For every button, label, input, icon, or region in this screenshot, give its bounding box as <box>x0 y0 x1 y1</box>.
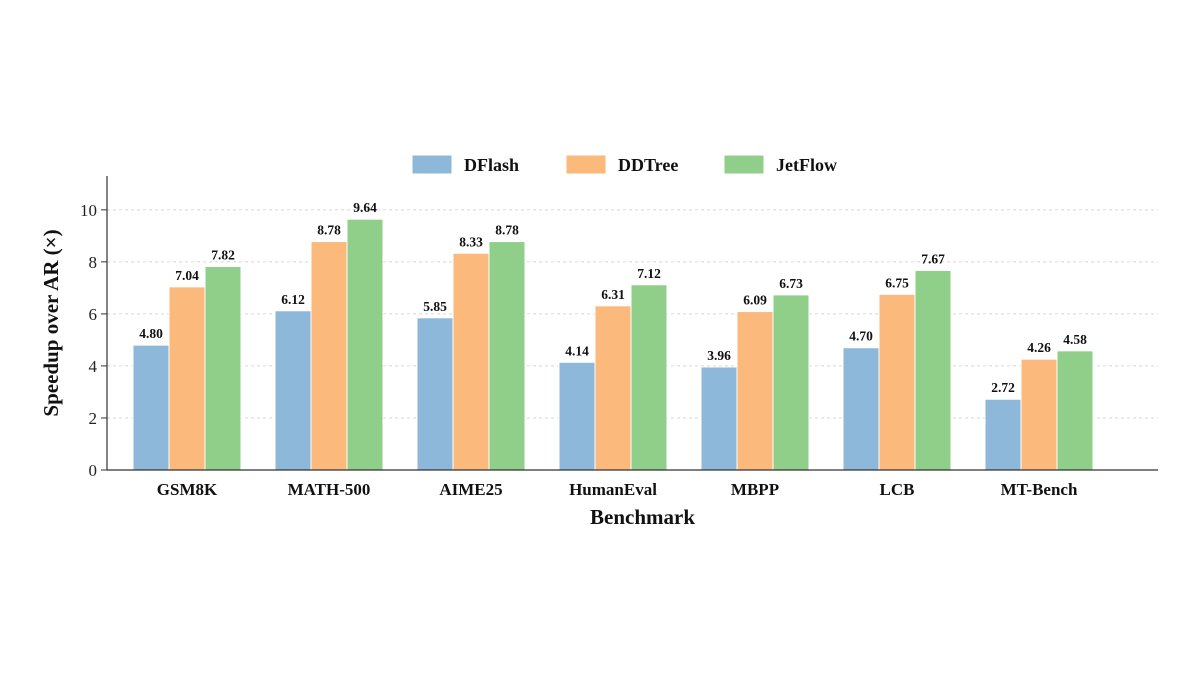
data-label: 4.26 <box>1027 340 1051 355</box>
y-tick-label: 2 <box>89 409 98 428</box>
data-label: 6.12 <box>281 292 305 307</box>
data-label: 4.80 <box>139 326 163 341</box>
data-label: 9.64 <box>353 200 377 215</box>
data-label: 6.31 <box>601 287 625 302</box>
data-label: 7.67 <box>921 251 945 266</box>
data-label: 7.04 <box>175 268 199 283</box>
y-tick-label: 6 <box>89 305 98 324</box>
bar-ddtree <box>168 286 206 471</box>
data-label: 8.33 <box>459 234 483 249</box>
legend-swatch-dflash <box>411 154 453 175</box>
data-label: 6.09 <box>743 293 767 308</box>
data-label: 4.14 <box>565 343 589 358</box>
legend-label-jetflow: JetFlow <box>776 155 837 175</box>
bar-dflash <box>132 344 170 471</box>
bar-dflash <box>984 398 1022 471</box>
data-labels: 4.80 7.04 7.82 6.12 8.78 9.64 5.85 8.33 8.78 4.14… <box>139 200 1087 395</box>
x-tick-label: AIME25 <box>439 480 502 499</box>
bar-jetflow <box>346 218 384 471</box>
bar-dflash <box>700 366 738 471</box>
bar-ddtree <box>736 311 774 471</box>
bar-dflash <box>416 317 454 471</box>
x-tick-label: MBPP <box>731 480 779 499</box>
data-label: 7.82 <box>211 248 235 263</box>
bar-dflash <box>274 310 312 471</box>
legend: DFlash DDTree JetFlow <box>411 154 837 175</box>
data-label: 4.70 <box>849 329 873 344</box>
y-axis-title: Speedup over AR (×) <box>39 229 63 416</box>
data-label: 6.75 <box>885 275 909 290</box>
data-label: 5.85 <box>423 299 447 314</box>
x-tick-label: HumanEval <box>569 480 657 499</box>
data-label: 7.12 <box>637 266 661 281</box>
bar-jetflow <box>1056 350 1094 471</box>
x-tick-label: MT-Bench <box>1001 480 1078 499</box>
bar-jetflow <box>772 294 810 471</box>
legend-swatch-ddtree <box>565 154 607 175</box>
x-axis-title: Benchmark <box>590 505 695 529</box>
bar-ddtree <box>310 241 348 471</box>
y-tick-label: 0 <box>89 461 98 480</box>
data-label: 3.96 <box>707 348 731 363</box>
data-label: 8.78 <box>317 223 341 238</box>
bar-ddtree <box>878 293 916 471</box>
bar-ddtree <box>594 305 632 471</box>
bar-jetflow <box>914 269 952 471</box>
x-tick-label: GSM8K <box>157 480 218 499</box>
bar-jetflow <box>630 284 668 471</box>
data-label: 8.78 <box>495 223 519 238</box>
x-tick-label: MATH-500 <box>288 480 371 499</box>
bar-ddtree <box>1020 358 1058 471</box>
y-tick-label: 4 <box>89 357 98 376</box>
bars <box>132 218 1094 471</box>
data-label: 4.58 <box>1063 332 1087 347</box>
bar-jetflow <box>488 241 526 471</box>
bar-dflash <box>842 347 880 471</box>
legend-label-ddtree: DDTree <box>618 155 678 175</box>
bar-dflash <box>558 361 596 471</box>
bar-ddtree <box>452 252 490 471</box>
x-tick-label: LCB <box>880 480 915 499</box>
axes: 0 2 4 6 8 10 GSM8K MATH-500 AIME25 HumanEval MBPP L… <box>80 176 1158 499</box>
legend-swatch-jetflow <box>723 154 765 175</box>
data-label: 2.72 <box>991 380 1015 395</box>
legend-label-dflash: DFlash <box>464 155 519 175</box>
bar-jetflow <box>204 266 242 471</box>
y-tick-label: 10 <box>80 201 97 220</box>
y-tick-label: 8 <box>89 253 98 272</box>
data-label: 6.73 <box>779 276 803 291</box>
